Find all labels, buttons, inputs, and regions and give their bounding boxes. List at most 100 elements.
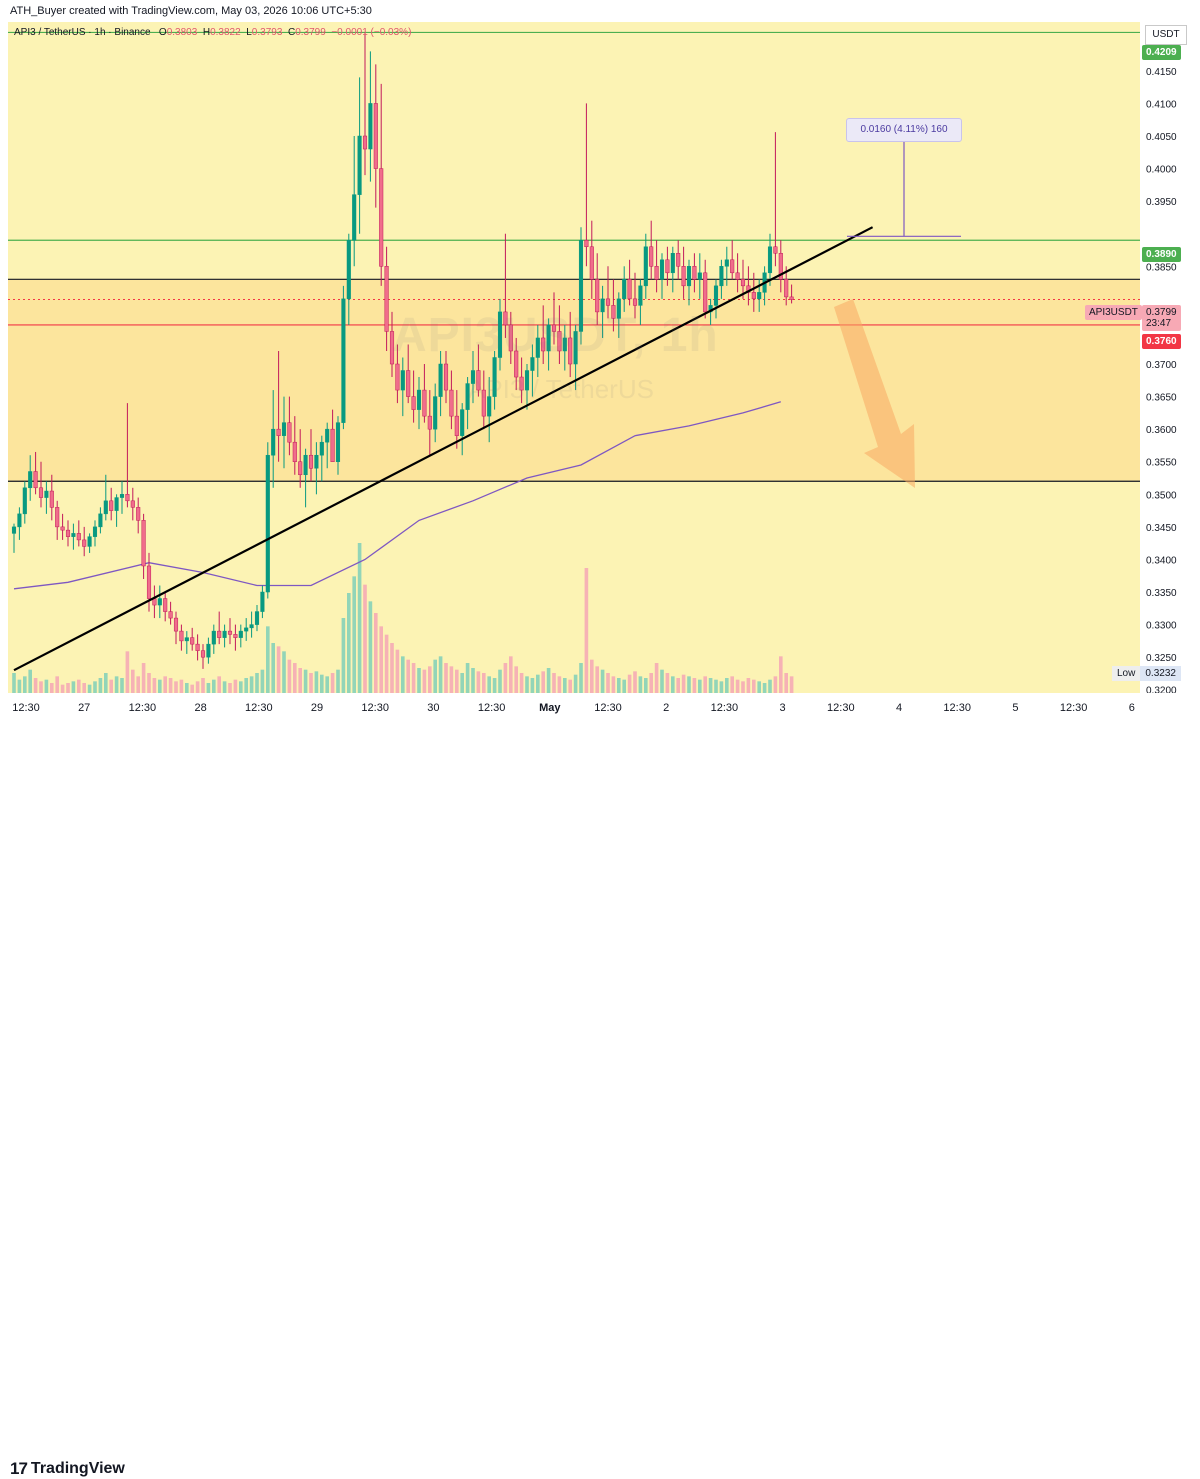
- tradingview-logo[interactable]: 17 TradingView: [10, 1459, 125, 1479]
- volume-bar: [563, 678, 567, 693]
- volume-bar: [422, 669, 427, 693]
- candle-body: [119, 494, 125, 498]
- price-tick-label: 0.4000: [1146, 165, 1177, 176]
- volume-bar: [654, 663, 659, 693]
- candle-body: [125, 494, 130, 502]
- author-credit: ATH_Buyer created with TradingView.com, …: [10, 5, 372, 17]
- candle-body: [443, 363, 449, 391]
- volume-bar: [330, 673, 335, 693]
- candle-body: [713, 285, 719, 306]
- candle-body: [568, 337, 573, 365]
- price-axis[interactable]: 0.4150 0.4100 0.4050 0.4000 0.3950 0.3850 0.37…: [1140, 22, 1200, 697]
- volume-bar: [87, 684, 92, 693]
- volume-bar: [104, 673, 108, 693]
- open-label: O: [158, 27, 167, 38]
- candle-body: [292, 441, 297, 462]
- candle-body: [271, 428, 276, 456]
- candle-body: [638, 285, 643, 306]
- low-marker-value: 0.3232: [1140, 666, 1181, 681]
- rising-trendline: [13, 226, 874, 672]
- symbol-label[interactable]: API3 / TetherUS · 1h · Binance: [14, 27, 151, 38]
- volume-bar: [611, 676, 616, 693]
- candle-body: [238, 630, 243, 638]
- close-value: 0.3799: [295, 27, 326, 38]
- volume-bar: [606, 673, 610, 693]
- candle-body: [92, 526, 98, 537]
- candle-body: [460, 409, 465, 436]
- candle-body: [665, 259, 670, 274]
- volume-bar: [222, 681, 227, 693]
- time-tick-label: 6: [1129, 702, 1135, 714]
- candle-body: [28, 471, 33, 489]
- high-label: H: [202, 27, 211, 38]
- candle-body: [233, 634, 238, 638]
- volume-bar: [206, 683, 211, 693]
- time-tick-label: 5: [1012, 702, 1018, 714]
- candle-body: [649, 246, 654, 267]
- volume-bar: [476, 671, 481, 693]
- volume-bar: [703, 676, 707, 693]
- currency-button[interactable]: USDT: [1145, 25, 1187, 45]
- volume-bar: [573, 674, 578, 693]
- candle-body: [757, 292, 762, 300]
- time-tick-label: 30: [427, 702, 439, 714]
- time-tick-label: 12:30: [129, 702, 157, 714]
- candle-body: [325, 428, 330, 443]
- volume-bar: [266, 626, 270, 693]
- volume-bar: [644, 678, 648, 693]
- candle-body: [524, 370, 530, 391]
- price-tick-label: 0.4150: [1146, 67, 1177, 78]
- candle-body: [141, 520, 146, 567]
- volume-bar: [168, 678, 173, 693]
- volume-bar: [460, 673, 464, 693]
- volume-bar: [239, 681, 243, 693]
- price-tick-label: 0.3950: [1146, 197, 1177, 208]
- volume-bar: [455, 669, 459, 693]
- candle-body: [778, 253, 783, 280]
- volume-bar: [125, 651, 130, 693]
- candle-body: [265, 454, 270, 593]
- volume-bar: [546, 668, 551, 693]
- candle-body: [206, 643, 211, 658]
- volume-bar: [287, 659, 292, 693]
- candle-body: [217, 630, 222, 638]
- price-chart-svg[interactable]: [8, 22, 1140, 693]
- candle-body: [611, 305, 616, 319]
- time-axis-ticks: 12:30 27 12:30 28 12:30 29 12:30 30 12:30 May 12:3…: [12, 702, 1135, 714]
- price-axis-ticks: 0.4150 0.4100 0.4050 0.4000 0.3950 0.3850 0.37…: [1146, 67, 1177, 697]
- volume-bar: [487, 676, 491, 693]
- volume-bar: [411, 663, 416, 693]
- time-axis[interactable]: 12:30 27 12:30 28 12:30 29 12:30 30 12:30 May 12:3…: [0, 693, 1200, 723]
- candle-body: [627, 279, 632, 300]
- volume-bar: [536, 674, 540, 693]
- volume-bar: [201, 678, 205, 693]
- volume-bar: [762, 683, 767, 693]
- time-tick-label: 12:30: [943, 702, 971, 714]
- measure-label[interactable]: 0.0160 (4.11%) 160: [846, 118, 962, 142]
- volume-bar: [752, 679, 756, 693]
- volume-bar: [71, 681, 76, 693]
- level-tag-support: 0.3760: [1142, 334, 1181, 349]
- candle-body: [22, 487, 27, 515]
- volume-bar: [374, 613, 378, 693]
- time-tick-label: 12:30: [827, 702, 855, 714]
- volume-bar: [136, 676, 140, 693]
- volume-bar: [212, 679, 216, 693]
- time-tick-label: 2: [663, 702, 669, 714]
- volume-bar: [746, 678, 751, 693]
- candle-body: [411, 396, 416, 410]
- candle-body: [541, 337, 546, 352]
- candle-body: [497, 311, 503, 358]
- candle-body: [335, 422, 341, 462]
- volume-bar: [368, 601, 373, 693]
- tradingview-mark-icon: 17: [10, 1459, 28, 1478]
- candle-body: [184, 637, 189, 642]
- volume-bar: [174, 681, 178, 693]
- volume-bar: [768, 679, 772, 693]
- volume-bar: [179, 679, 184, 693]
- time-tick-label: 3: [780, 702, 786, 714]
- volume-bar: [622, 679, 626, 693]
- volume-bar: [131, 669, 135, 693]
- volume-bar: [260, 669, 265, 693]
- low-label: L: [246, 27, 252, 38]
